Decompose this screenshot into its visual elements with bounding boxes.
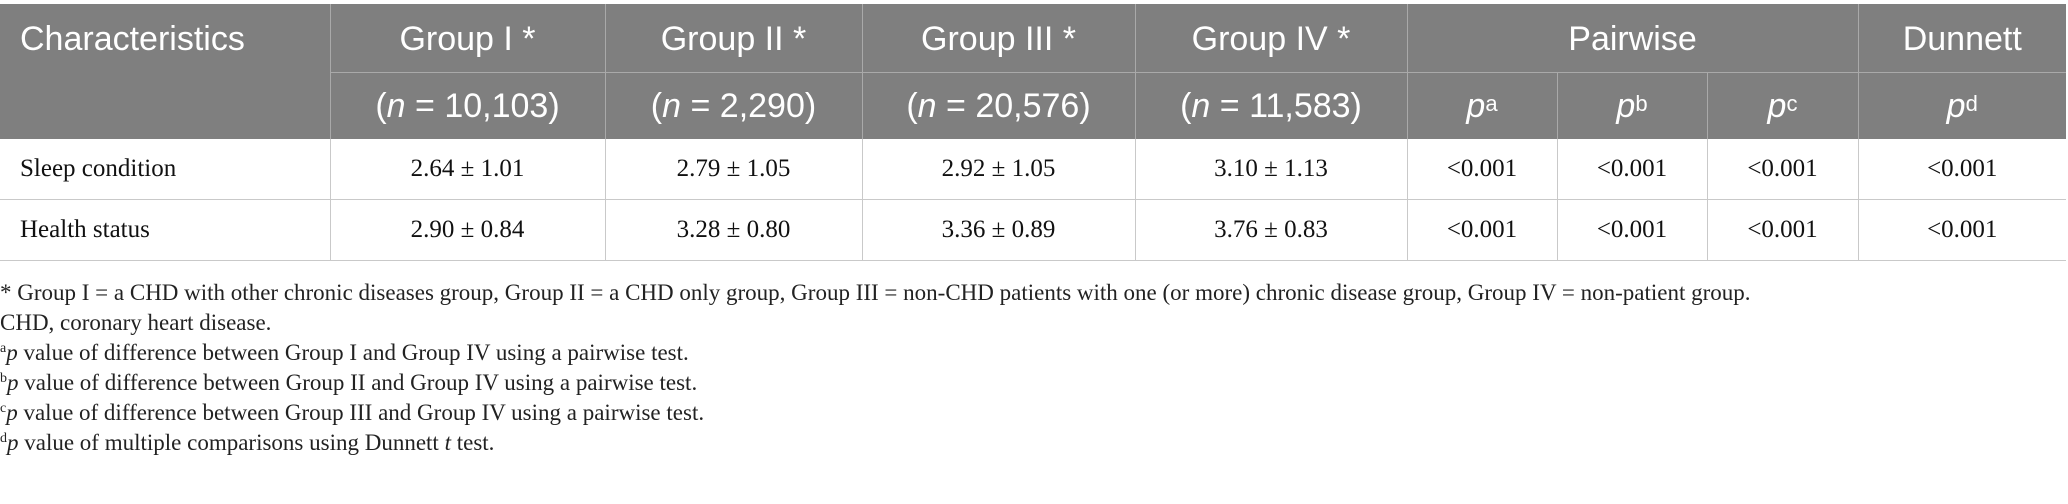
header-dunnett: Dunnett — [1857, 4, 2067, 73]
header-p-b: pb — [1556, 72, 1707, 139]
footnote-d: dp value of multiple comparisons using D… — [0, 430, 495, 455]
cell-value: 3.36 ± 0.89 — [861, 199, 1135, 261]
header-group-2: Group II * — [604, 4, 862, 73]
cell-value: 2.79 ± 1.05 — [604, 139, 862, 200]
cell-p-value: <0.001 — [1857, 139, 2067, 200]
header-p-a: pa — [1406, 72, 1557, 139]
row-label: Sleep condition — [0, 139, 330, 200]
header-n-group-4: (n = 11,583) — [1134, 72, 1407, 139]
cell-value: 3.10 ± 1.13 — [1134, 139, 1407, 200]
results-table: Characteristics Group I * Group II * Gro… — [0, 4, 2067, 261]
header-n-group-1: (n = 10,103) — [329, 72, 605, 139]
cell-p-value: <0.001 — [1857, 199, 2067, 261]
header-pairwise: Pairwise — [1406, 4, 1859, 73]
footnote-c: cp value of difference between Group III… — [0, 400, 705, 425]
cell-p-value: <0.001 — [1706, 199, 1859, 261]
cell-value: 2.64 ± 1.01 — [329, 139, 605, 200]
header-group-1: Group I * — [329, 4, 605, 73]
header-n-group-3: (n = 20,576) — [861, 72, 1135, 139]
header-row-2: (n = 10,103) (n = 2,290) (n = 20,576) (n… — [0, 72, 2067, 139]
table-row: Sleep condition 2.64 ± 1.01 2.79 ± 1.05 … — [0, 139, 2067, 200]
footnote-b: bp value of difference between Group II … — [0, 370, 698, 395]
header-group-3: Group III * — [861, 4, 1135, 73]
cell-p-value: <0.001 — [1406, 199, 1557, 261]
header-n-group-2: (n = 2,290) — [604, 72, 862, 139]
header-characteristics: Characteristics — [0, 4, 330, 73]
footnote-groups: * Group I = a CHD with other chronic dis… — [0, 280, 1751, 305]
cell-value: 3.76 ± 0.83 — [1134, 199, 1407, 261]
table-row: Health status 2.90 ± 0.84 3.28 ± 0.80 3.… — [0, 199, 2067, 261]
cell-p-value: <0.001 — [1556, 139, 1707, 200]
row-label: Health status — [0, 199, 330, 261]
footnote-a: ap value of difference between Group I a… — [0, 340, 689, 365]
header-p-c: pc — [1706, 72, 1859, 139]
cell-p-value: <0.001 — [1706, 139, 1859, 200]
header-group-4: Group IV * — [1134, 4, 1407, 73]
table-footnotes: * Group I = a CHD with other chronic dis… — [0, 278, 2066, 458]
cell-p-value: <0.001 — [1406, 139, 1557, 200]
cell-value: 2.90 ± 0.84 — [329, 199, 605, 261]
cell-value: 2.92 ± 1.05 — [861, 139, 1135, 200]
header-p-d: pd — [1857, 72, 2067, 139]
cell-p-value: <0.001 — [1556, 199, 1707, 261]
footnote-abbreviation: CHD, coronary heart disease. — [0, 310, 272, 335]
cell-value: 3.28 ± 0.80 — [604, 199, 862, 261]
header-row-1: Characteristics Group I * Group II * Gro… — [0, 4, 2067, 73]
header-blank — [0, 72, 330, 139]
